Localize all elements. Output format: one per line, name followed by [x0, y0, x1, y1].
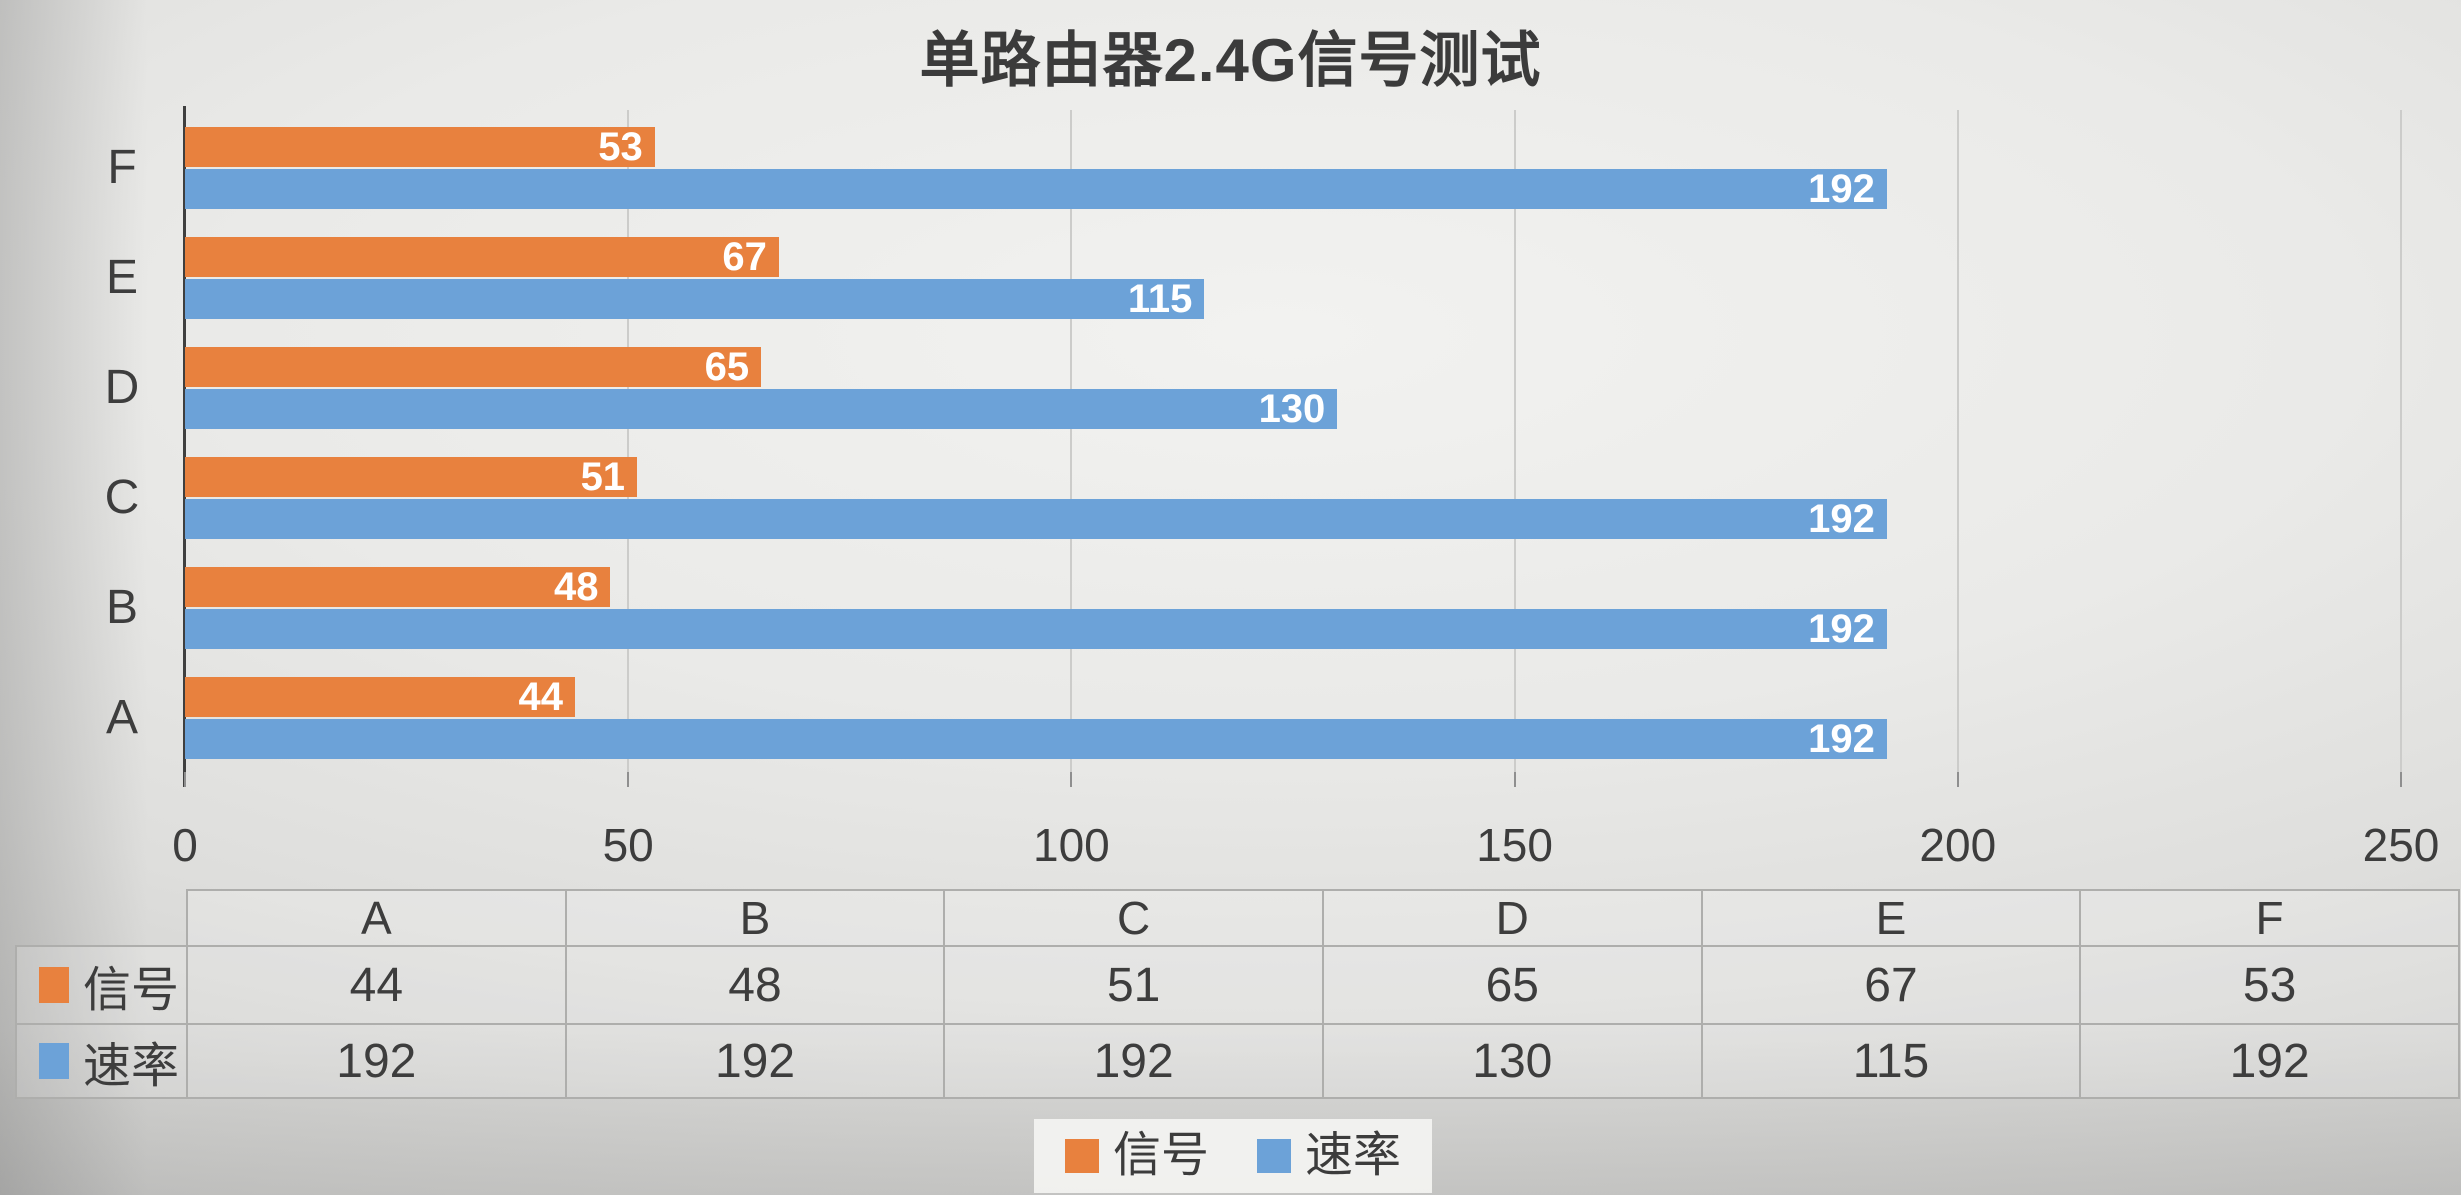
table-value-cell: 44 [186, 945, 567, 1025]
chart-legend: 信号 速率 [1034, 1119, 1432, 1193]
table-value-cell: 67 [1700, 945, 2082, 1025]
x-tick-label-100: 100 [1033, 819, 1110, 871]
x-tickmark-250 [2400, 772, 2402, 787]
data-table-body: 信号 44 48 51 65 67 53 速率 192 192 192 130 115 192 [15, 945, 2460, 1099]
x-tickmark-200 [1956, 772, 1959, 787]
table-corner-cell [16, 890, 187, 946]
table-header-C: C [943, 889, 1324, 947]
gridline-250 [2400, 110, 2402, 772]
bar-value-label: 192 [1808, 607, 1875, 651]
bar-value-label: 192 [1808, 497, 1875, 541]
table-value-cell: 115 [1700, 1023, 2082, 1099]
table-header-D: D [1321, 889, 1703, 947]
category-label-F: F [107, 141, 137, 194]
gridline-100 [1070, 110, 1073, 772]
table-value-cell: 53 [2079, 945, 2460, 1025]
bar-信号-C: 51 [185, 455, 638, 499]
table-header-B: B [564, 889, 946, 947]
table-header-E: E [1700, 889, 2082, 947]
series-swatch-icon [39, 1043, 69, 1079]
legend-label-signal: 信号 [1112, 1129, 1209, 1182]
table-value-cell: 65 [1321, 945, 1703, 1025]
gridline-50 [627, 110, 630, 772]
x-tick-label-250: 250 [2362, 819, 2440, 871]
x-tick-label-200: 200 [1919, 819, 1997, 871]
bar-value-label: 51 [580, 455, 626, 499]
bar-信号-B: 48 [185, 565, 611, 609]
bar-速率-D: 130 [185, 387, 1338, 431]
bar-速率-A: 192 [185, 719, 1887, 759]
bar-value-label: 67 [722, 235, 767, 279]
table-value-cell: 192 [943, 1023, 1324, 1099]
x-tickmark-100 [1070, 772, 1073, 787]
table-value-cell: 48 [564, 945, 946, 1025]
table-value-cell: 192 [2079, 1023, 2460, 1099]
legend-label-rate: 速率 [1305, 1129, 1402, 1182]
bar-value-label: 53 [598, 125, 643, 169]
series-name: 信号 [83, 964, 180, 1017]
bar-信号-F: 53 [185, 127, 655, 167]
bar-信号-A: 44 [185, 675, 576, 719]
legend-swatch-signal [1064, 1139, 1099, 1173]
bar-value-label: 130 [1258, 387, 1326, 431]
table-row-信号: 信号 44 48 51 65 67 53 [15, 945, 2460, 1025]
bar-速率-C: 192 [185, 499, 1887, 539]
x-tick-label-0: 0 [172, 819, 198, 871]
legend-item-rate: 速率 [1257, 1132, 1401, 1180]
x-tickmark-50 [627, 772, 630, 787]
bar-速率-B: 192 [185, 609, 1887, 649]
category-label-D: D [104, 361, 140, 414]
legend-item-signal: 信号 [1064, 1129, 1209, 1182]
table-header-A: A [186, 889, 567, 947]
table-value-cell: 51 [943, 945, 1324, 1025]
bar-value-label: 115 [1127, 277, 1193, 321]
table-value-cell: 192 [186, 1023, 567, 1099]
bar-value-label: 65 [704, 345, 750, 389]
bar-信号-E: 67 [185, 237, 779, 277]
series-swatch-icon [39, 967, 69, 1003]
table-value-cell: 192 [564, 1023, 946, 1099]
category-label-E: E [105, 251, 139, 304]
bar-value-label: 44 [518, 675, 564, 719]
table-row-label-cell: 速率 [15, 1023, 188, 1099]
bar-速率-E: 115 [185, 277, 1205, 321]
x-tick-label-150: 150 [1476, 819, 1553, 871]
bar-信号-D: 65 [185, 345, 762, 389]
category-label-C: C [104, 471, 140, 524]
gridline-150 [1513, 110, 1516, 772]
y-axis-line [183, 106, 186, 787]
bar-速率-F: 192 [185, 169, 1887, 209]
bar-value-label: 192 [1808, 167, 1875, 211]
category-label-B: B [105, 581, 139, 634]
bar-value-label: 192 [1808, 717, 1875, 761]
table-row-速率: 速率 192 192 192 130 115 192 [15, 1023, 2460, 1099]
chart-title: 单路由器2.4G信号测试 [919, 27, 1542, 94]
bar-value-label: 48 [553, 565, 599, 609]
table-row-label-cell: 信号 [15, 945, 188, 1025]
gridline-200 [1956, 110, 1959, 772]
table-value-cell: 130 [1321, 1023, 1703, 1099]
table-header-F: F [2079, 889, 2460, 947]
x-tickmark-150 [1513, 772, 1516, 787]
x-tickmark-0 [184, 772, 186, 787]
category-label-A: A [105, 691, 139, 744]
x-tick-label-50: 50 [602, 819, 654, 871]
series-name: 速率 [83, 1040, 180, 1093]
legend-swatch-rate [1257, 1139, 1291, 1173]
